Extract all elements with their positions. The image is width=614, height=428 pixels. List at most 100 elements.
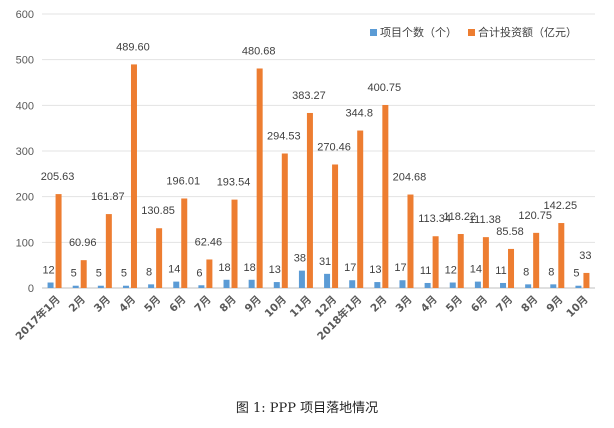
count-bar bbox=[374, 282, 381, 288]
investment-bar bbox=[432, 236, 439, 288]
count-bar bbox=[198, 285, 205, 288]
legend-label: 项目个数（个） bbox=[380, 26, 457, 39]
data-label: 6 bbox=[196, 267, 202, 279]
investment-bar bbox=[55, 194, 62, 288]
investment-bar bbox=[256, 68, 263, 288]
investment-bar bbox=[231, 199, 238, 288]
y-tick-label: 200 bbox=[16, 192, 34, 204]
data-label: 5 bbox=[121, 268, 127, 280]
x-tick-label: 2017年1月 bbox=[13, 293, 63, 343]
data-label: 111.38 bbox=[469, 214, 501, 226]
investment-bar bbox=[558, 223, 565, 288]
x-tick-label: 2月 bbox=[67, 294, 88, 315]
data-label: 12 bbox=[42, 265, 54, 277]
investment-bar bbox=[105, 214, 112, 288]
data-label: 85.58 bbox=[496, 226, 524, 238]
x-tick-label: 11月 bbox=[288, 294, 314, 320]
data-label: 31 bbox=[319, 256, 331, 268]
investment-bar bbox=[357, 130, 364, 288]
data-label: 161.87 bbox=[91, 191, 125, 203]
y-tick-label: 100 bbox=[16, 237, 34, 249]
data-label: 18 bbox=[244, 262, 256, 274]
data-label: 196.01 bbox=[166, 175, 200, 187]
data-label: 5 bbox=[573, 268, 579, 280]
x-tick-label: 2月 bbox=[368, 294, 389, 315]
investment-bar bbox=[583, 272, 590, 288]
x-tick-label: 8月 bbox=[519, 294, 540, 315]
count-bar bbox=[399, 280, 406, 288]
data-label: 270.46 bbox=[317, 141, 351, 153]
data-label: 33 bbox=[579, 250, 591, 262]
data-label: 60.96 bbox=[69, 237, 97, 249]
x-tick-label: 6月 bbox=[167, 294, 188, 315]
x-tick-label: 5月 bbox=[142, 294, 163, 315]
y-tick-label: 600 bbox=[16, 9, 34, 21]
x-tick-label: 5月 bbox=[444, 294, 465, 315]
investment-bar bbox=[306, 112, 313, 289]
data-label: 193.54 bbox=[217, 177, 251, 189]
data-label: 8 bbox=[548, 266, 554, 278]
investment-bar bbox=[457, 234, 464, 288]
data-label: 489.60 bbox=[116, 41, 150, 53]
count-bar bbox=[474, 281, 481, 288]
x-tick-label: 10月 bbox=[564, 294, 590, 320]
legend-swatch bbox=[370, 29, 377, 36]
data-label: 118.22 bbox=[443, 211, 476, 223]
data-label: 38 bbox=[294, 253, 306, 265]
count-bar bbox=[273, 282, 280, 288]
investment-bar bbox=[407, 194, 414, 288]
data-label: 13 bbox=[369, 264, 381, 276]
count-bar bbox=[148, 284, 155, 288]
count-bar bbox=[72, 285, 79, 288]
x-tick-label: 4月 bbox=[419, 294, 440, 315]
legend-swatch bbox=[468, 29, 475, 36]
x-tick-label: 6月 bbox=[469, 294, 490, 315]
count-bar bbox=[324, 273, 331, 288]
count-bar bbox=[122, 285, 129, 288]
investment-bar bbox=[181, 198, 188, 288]
investment-bar bbox=[482, 237, 489, 288]
count-bar bbox=[550, 284, 557, 288]
investment-bar bbox=[332, 164, 339, 288]
data-label: 8 bbox=[523, 266, 529, 278]
data-label: 14 bbox=[470, 264, 482, 276]
data-label: 205.63 bbox=[41, 171, 75, 183]
investment-bar bbox=[281, 153, 288, 288]
x-tick-label: 4月 bbox=[117, 294, 138, 315]
investment-bar bbox=[80, 260, 87, 288]
investment-bar bbox=[533, 232, 540, 288]
x-tick-label: 7月 bbox=[494, 294, 515, 315]
data-label: 18 bbox=[218, 262, 230, 274]
x-tick-label: 9月 bbox=[243, 294, 264, 315]
investment-bar bbox=[508, 248, 515, 288]
data-label: 13 bbox=[269, 264, 281, 276]
legend-label: 合计投资额（亿元） bbox=[478, 25, 577, 39]
count-bar bbox=[97, 285, 104, 288]
data-label: 480.68 bbox=[242, 45, 276, 57]
data-label: 17 bbox=[344, 262, 356, 274]
data-label: 12 bbox=[445, 265, 457, 277]
y-tick-label: 300 bbox=[16, 146, 34, 158]
data-label: 120.75 bbox=[518, 210, 552, 222]
data-label: 113.34 bbox=[418, 213, 451, 225]
x-tick-label: 7月 bbox=[192, 294, 213, 315]
y-tick-label: 400 bbox=[16, 100, 34, 112]
x-tick-label: 3月 bbox=[92, 294, 113, 315]
data-label: 383.27 bbox=[292, 90, 326, 102]
x-tick-label: 8月 bbox=[218, 294, 239, 315]
count-bar bbox=[223, 279, 230, 288]
investment-bar bbox=[206, 259, 213, 288]
investment-bar bbox=[382, 104, 389, 288]
data-label: 62.46 bbox=[195, 236, 223, 248]
count-bar bbox=[248, 279, 255, 288]
count-bar bbox=[298, 270, 305, 288]
investment-bar bbox=[130, 64, 137, 288]
data-label: 11 bbox=[420, 265, 431, 277]
data-label: 14 bbox=[168, 264, 180, 276]
count-bar bbox=[424, 282, 431, 288]
figure-caption: 图 1: PPP 项目落地情况 bbox=[235, 401, 379, 416]
data-label: 5 bbox=[71, 268, 77, 280]
count-bar bbox=[500, 282, 507, 288]
data-label: 5 bbox=[96, 268, 102, 280]
